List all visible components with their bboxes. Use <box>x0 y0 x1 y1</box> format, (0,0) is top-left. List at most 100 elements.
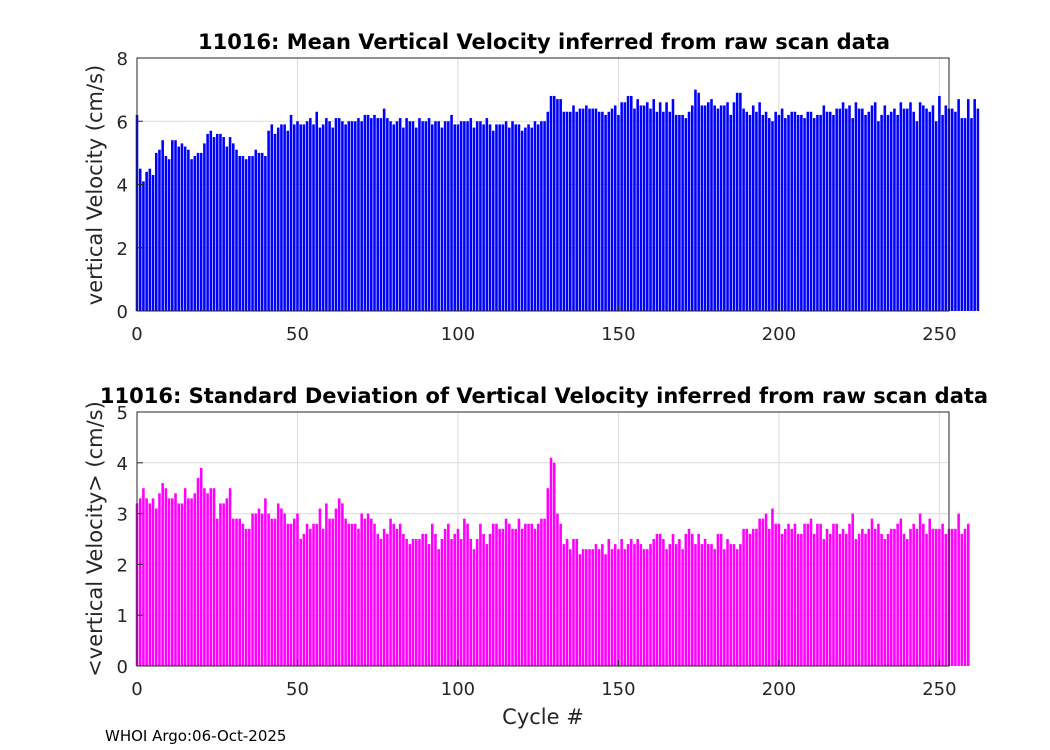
bar <box>806 523 810 666</box>
bar <box>585 105 588 311</box>
bar <box>784 528 787 666</box>
bar <box>437 549 440 666</box>
bar <box>177 503 181 666</box>
bar <box>158 493 161 666</box>
bar <box>267 513 270 666</box>
bar <box>363 518 367 666</box>
bar <box>889 528 893 666</box>
bar <box>382 108 386 311</box>
bar <box>549 95 553 311</box>
bar <box>530 523 534 666</box>
bar <box>681 114 684 311</box>
bar <box>260 513 264 666</box>
bar <box>674 114 678 311</box>
bar <box>581 549 585 666</box>
y-tick-label: 6 <box>117 112 128 133</box>
bar <box>543 121 546 311</box>
bar <box>514 124 518 311</box>
bar <box>360 121 363 311</box>
bar <box>228 137 232 311</box>
bar <box>934 528 938 666</box>
bar <box>841 528 845 666</box>
bar <box>896 114 899 311</box>
bar <box>915 121 919 311</box>
plot-frame <box>136 411 950 667</box>
bar <box>819 523 822 666</box>
y-tick-label: 0 <box>117 302 128 323</box>
bar <box>302 533 306 666</box>
bar <box>321 528 325 666</box>
bar <box>559 523 562 666</box>
bar <box>183 146 187 311</box>
y-tick-label: 4 <box>117 176 128 197</box>
bar <box>572 105 575 311</box>
bar <box>347 523 351 666</box>
bar <box>315 523 319 666</box>
bar <box>299 539 302 666</box>
x-tick-label: 50 <box>286 324 309 345</box>
bar <box>809 111 813 311</box>
bar <box>870 105 874 311</box>
bar <box>171 140 174 311</box>
bar <box>392 124 396 311</box>
bars <box>135 457 970 666</box>
bar <box>459 539 463 666</box>
bar <box>716 533 720 666</box>
bar <box>854 539 858 666</box>
bar <box>912 523 915 666</box>
bar <box>915 528 919 666</box>
bar <box>633 108 636 311</box>
bar <box>501 124 505 311</box>
bar <box>601 111 604 311</box>
bar <box>408 121 412 311</box>
bar <box>196 478 200 666</box>
bar <box>411 121 415 311</box>
bar <box>832 114 835 311</box>
bar <box>398 118 402 311</box>
bar <box>816 523 819 666</box>
bar <box>283 124 286 311</box>
bar <box>533 528 537 666</box>
bar <box>418 539 421 666</box>
bar <box>219 133 222 311</box>
bar <box>508 127 511 311</box>
bar <box>138 168 142 311</box>
bar <box>636 99 639 311</box>
bar <box>376 118 379 311</box>
bar <box>257 152 261 312</box>
bar <box>886 114 890 311</box>
bar <box>601 544 604 666</box>
bar <box>796 533 800 666</box>
bar <box>626 544 630 666</box>
bar <box>787 114 790 311</box>
bar <box>745 528 749 666</box>
bar <box>594 544 598 666</box>
bar <box>636 539 639 666</box>
bar <box>761 518 765 666</box>
bar <box>883 105 887 311</box>
bar <box>215 133 219 311</box>
bar <box>966 99 970 311</box>
bar <box>623 102 627 311</box>
bar <box>864 533 867 666</box>
bar <box>700 544 704 666</box>
bar <box>386 118 389 311</box>
bar <box>373 114 376 311</box>
bar <box>424 533 428 666</box>
bar <box>745 111 749 311</box>
bar <box>845 533 848 666</box>
bar <box>209 130 213 311</box>
bar <box>912 111 915 311</box>
bar <box>414 127 418 311</box>
bar <box>498 528 501 666</box>
bar <box>726 102 729 311</box>
bar <box>517 518 521 666</box>
bar <box>296 513 299 666</box>
bar <box>267 130 270 311</box>
bar <box>896 523 899 666</box>
bar <box>151 175 155 311</box>
bar <box>642 549 646 666</box>
bar <box>456 124 460 311</box>
bar <box>292 518 296 666</box>
bar <box>771 508 774 666</box>
